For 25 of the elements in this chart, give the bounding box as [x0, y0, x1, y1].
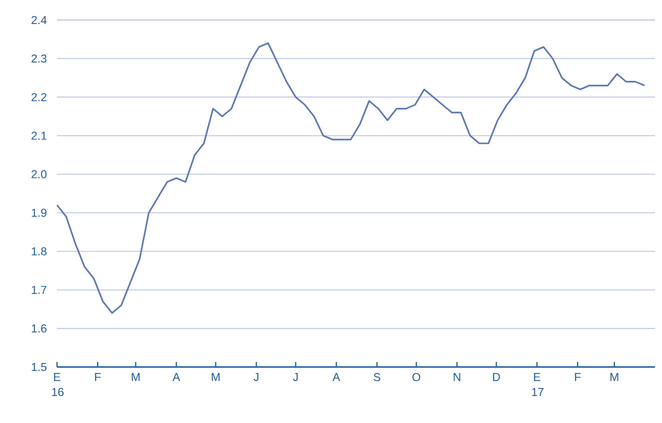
x-tick-label: J: [292, 373, 298, 382]
x-tick-label: E 16: [52, 373, 64, 396]
x-tick-label: E 17: [532, 373, 544, 396]
y-tick-label: 2.0: [32, 170, 47, 178]
x-tick-label: M: [132, 373, 140, 381]
y-tick-label: 1.5: [32, 362, 46, 372]
x-tick-label: M: [212, 373, 220, 381]
x-tick-label: N: [454, 373, 460, 381]
y-tick-label: 1.6: [32, 324, 46, 333]
x-tick-label: J: [254, 373, 258, 382]
x-tick-label: A: [332, 373, 340, 381]
x-tick-label: O: [412, 373, 420, 382]
x-tick-label: M: [610, 373, 618, 381]
y-tick-label: 2.4: [32, 16, 47, 24]
y-tick-label: 2.2: [32, 93, 46, 102]
x-tick-label: F: [575, 373, 581, 381]
x-tick-label: F: [95, 373, 101, 381]
y-tick-label: 2.1: [32, 132, 46, 140]
y-tick-label: 1.9: [32, 208, 46, 217]
y-tick-label: 2.3: [32, 54, 46, 63]
x-tick-label: D: [493, 373, 500, 381]
y-tick-label: 1.8: [32, 247, 46, 256]
x-tick-label: S: [374, 373, 380, 382]
x-tick-label: A: [172, 373, 180, 381]
y-tick-label: 1.7: [32, 286, 46, 294]
